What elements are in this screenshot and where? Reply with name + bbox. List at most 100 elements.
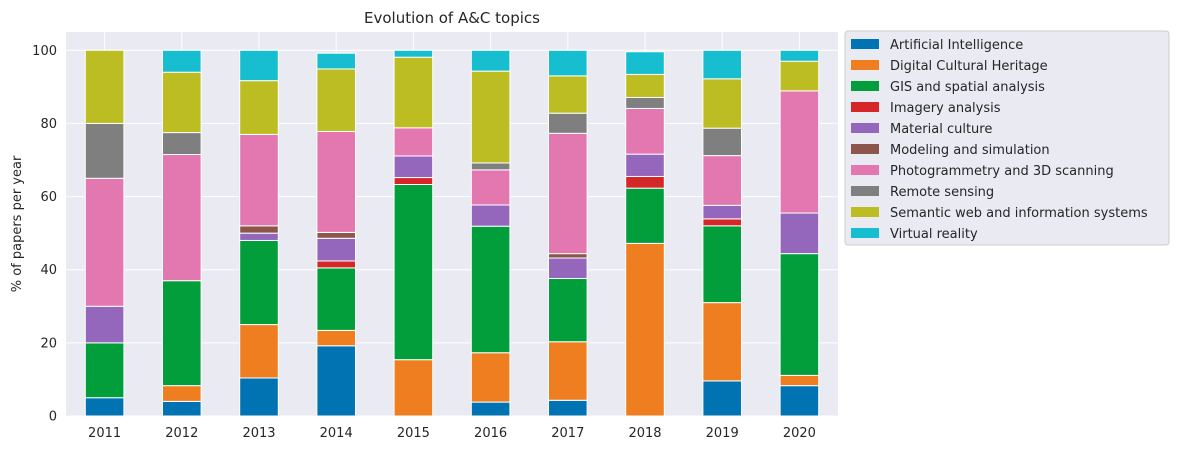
- y-tick-label: 100: [32, 44, 57, 59]
- x-tick-label: 2019: [706, 426, 739, 441]
- bar-segment: [779, 90, 820, 214]
- bar-segment: [548, 253, 588, 259]
- bar-segment: [625, 73, 665, 98]
- legend-label: Digital Cultural Heritage: [890, 59, 1048, 74]
- legend-label: GIS and spatial analysis: [890, 80, 1045, 95]
- legend-swatch: [851, 81, 879, 91]
- bar-segment: [548, 277, 588, 343]
- bar-segment: [625, 51, 665, 75]
- bar-segment: [470, 162, 511, 171]
- y-tick-label: 60: [40, 190, 57, 205]
- bar-segment: [702, 49, 743, 80]
- bar-segment: [162, 400, 202, 417]
- legend-label: Semantic web and information systems: [890, 206, 1148, 221]
- y-axis-label: % of papers per year: [10, 155, 25, 292]
- bar-segment: [239, 225, 279, 234]
- bar-segment: [779, 60, 820, 92]
- bar-segment: [779, 374, 820, 387]
- bar-segment: [779, 212, 820, 255]
- x-tick-label: 2012: [165, 426, 198, 441]
- bar-segment: [393, 49, 434, 58]
- bar-segment: [162, 132, 202, 156]
- legend-swatch: [851, 102, 879, 112]
- bar-segment: [239, 232, 279, 241]
- bar-segment: [316, 267, 356, 331]
- bar-segment: [625, 242, 665, 417]
- chart-title: Evolution of A&C topics: [364, 9, 540, 27]
- legend-label: Photogrammetry and 3D scanning: [890, 164, 1114, 179]
- bar-segment: [702, 302, 743, 382]
- bar-segment: [162, 280, 202, 387]
- bar-segment: [470, 225, 511, 354]
- bar-segment: [702, 218, 743, 227]
- x-tick-label: 2020: [783, 426, 816, 441]
- bar-segment: [239, 80, 279, 135]
- x-tick-label: 2016: [474, 426, 507, 441]
- bar-segment: [548, 49, 588, 77]
- bar-segment: [393, 56, 434, 129]
- bar-segment: [548, 257, 588, 279]
- bar-segment: [84, 177, 125, 307]
- bar-segment: [393, 359, 434, 417]
- legend-label: Modeling and simulation: [890, 143, 1050, 158]
- x-tick-label: 2015: [397, 426, 430, 441]
- bar-segment: [702, 380, 743, 417]
- bar-segment: [548, 399, 588, 417]
- x-tick-label: 2013: [242, 426, 275, 441]
- bar-segment: [316, 130, 356, 233]
- bar-segment: [316, 52, 356, 70]
- legend-swatch: [851, 228, 879, 238]
- bar-segment: [84, 305, 125, 344]
- bar-segment: [625, 96, 665, 109]
- bar-segment: [316, 260, 356, 269]
- bar-segment: [239, 49, 279, 82]
- legend-swatch: [851, 39, 879, 49]
- y-tick-labels: 0 20 40 60 80 100: [32, 44, 57, 425]
- y-tick-label: 40: [40, 263, 57, 278]
- bar-segment: [316, 68, 356, 132]
- bar-segment: [316, 231, 356, 239]
- bar-segment: [162, 154, 202, 282]
- y-tick-label: 20: [40, 336, 57, 351]
- bar-segment: [625, 175, 665, 189]
- bar-segment: [393, 127, 434, 157]
- bar-segment: [702, 127, 743, 157]
- bar-segment: [625, 187, 665, 244]
- x-tick-label: 2011: [88, 426, 121, 441]
- bar-segment: [702, 204, 743, 220]
- legend-swatch: [851, 144, 879, 154]
- bar-segment: [470, 401, 511, 417]
- bar-segment: [779, 253, 820, 376]
- bar-segment: [548, 75, 588, 114]
- bar-segment: [470, 352, 511, 403]
- bar-segment: [239, 377, 279, 417]
- bar-segment: [239, 133, 279, 227]
- legend-label: Material culture: [890, 122, 992, 137]
- bar-segment: [84, 49, 125, 124]
- x-tick-label: 2017: [551, 426, 584, 441]
- bar-segment: [393, 177, 434, 186]
- bar-segment: [470, 49, 511, 72]
- bar-segment: [470, 70, 511, 164]
- bar-segment: [316, 345, 356, 417]
- bar-segment: [393, 184, 434, 361]
- x-tick-label: 2014: [320, 426, 353, 441]
- bars: [84, 49, 820, 417]
- bar-segment: [548, 132, 588, 255]
- legend: Artificial Intelligence Digital Cultural …: [844, 30, 1170, 246]
- y-tick-label: 0: [49, 410, 57, 425]
- bar-segment: [625, 153, 665, 177]
- bar-segment: [702, 225, 743, 304]
- bar-segment: [239, 324, 279, 379]
- bar-segment: [84, 397, 125, 417]
- legend-label: Artificial Intelligence: [890, 38, 1023, 53]
- legend-swatch: [851, 186, 879, 196]
- bar-segment: [548, 341, 588, 401]
- bar-segment: [548, 112, 588, 134]
- bar-segment: [162, 71, 202, 134]
- legend-swatch: [851, 207, 879, 217]
- legend-swatch: [851, 123, 879, 133]
- bar-segment: [779, 385, 820, 417]
- bar-segment: [239, 239, 279, 326]
